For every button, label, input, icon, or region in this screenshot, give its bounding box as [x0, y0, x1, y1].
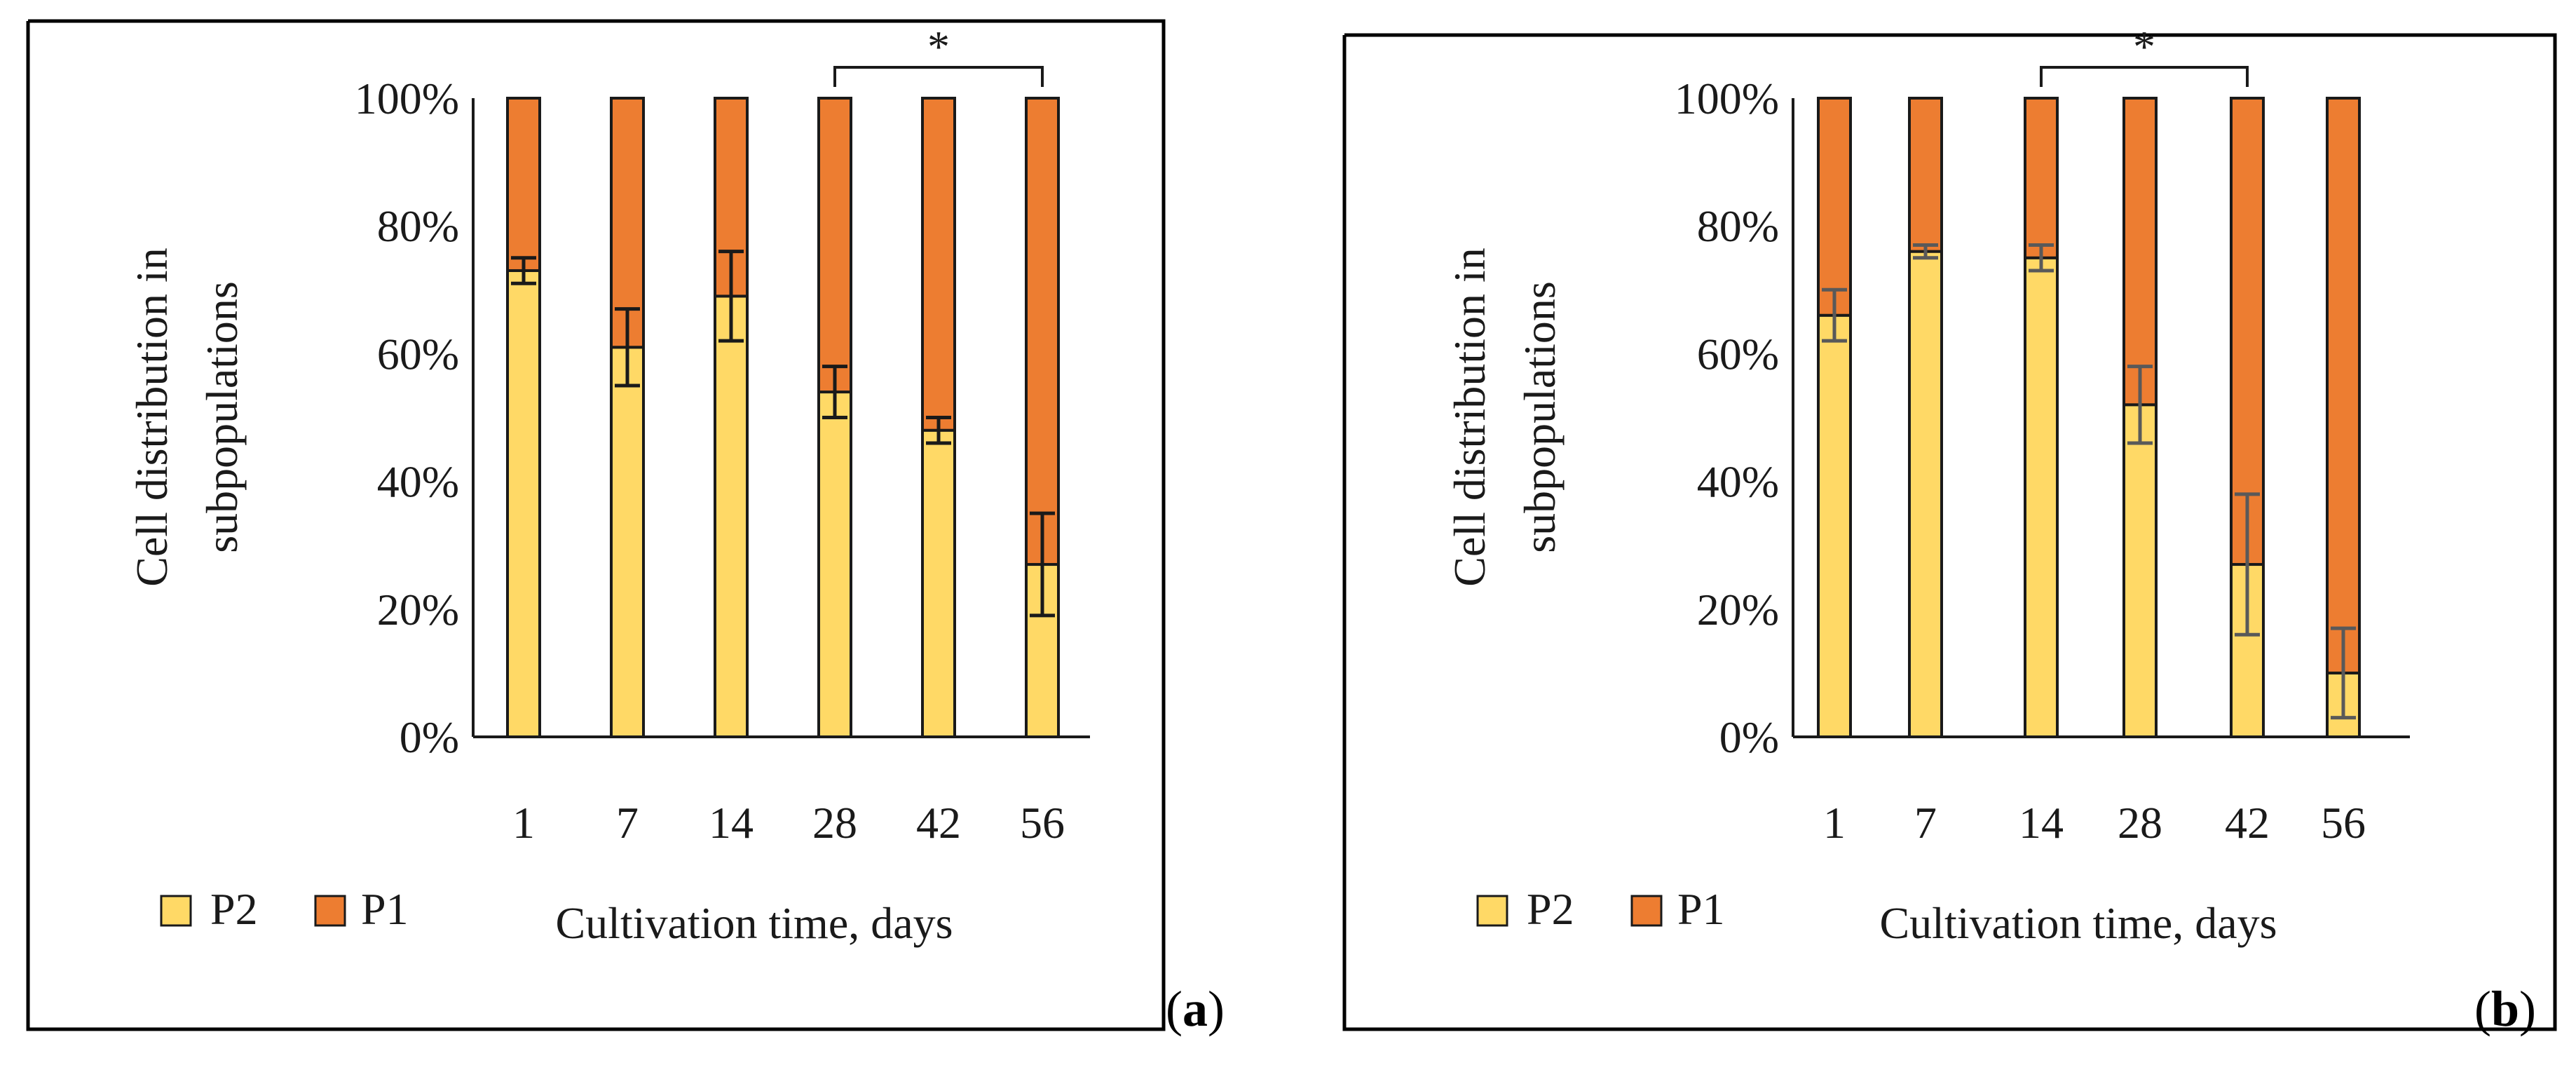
- y-tick-label: 20%: [1697, 585, 1779, 635]
- x-tick-label: 42: [2225, 798, 2270, 848]
- legend-swatch-p1: [1630, 895, 1663, 927]
- bar-p2-42: [2230, 563, 2265, 739]
- bar-p1-56: [1025, 97, 1060, 566]
- panel-frame: [26, 19, 1166, 1031]
- legend-label-p2: P2: [1527, 884, 1574, 934]
- x-tick-label: 28: [812, 798, 857, 848]
- x-tick-label: 7: [1914, 798, 1937, 848]
- panel-label-part: ): [2519, 981, 2536, 1037]
- error-bar-1: [1822, 287, 1847, 343]
- error-bar-1: [511, 256, 536, 285]
- bar-p1-28: [817, 97, 852, 394]
- x-tick-label: 56: [2321, 798, 2366, 848]
- legend: P2 P1: [1476, 884, 1725, 934]
- significance-bracket: *: [2040, 22, 2249, 87]
- legend: P2 P1: [160, 884, 409, 934]
- error-bar-28: [2127, 365, 2153, 445]
- bar-p2-7: [1908, 250, 1943, 738]
- x-axis-title: Cultivation time, days: [1879, 898, 2277, 948]
- panel-frame: [1342, 33, 2557, 1031]
- y-axis-title-line: subpopulations: [197, 281, 247, 553]
- bar-p1-42: [921, 97, 956, 432]
- legend-label-p1: P1: [1677, 884, 1725, 934]
- y-axis-title-line: subpopulations: [1515, 281, 1565, 553]
- bar-p2-1: [1817, 313, 1852, 738]
- bar-p2-14: [714, 294, 749, 739]
- panel-label-part: (: [1166, 981, 1183, 1037]
- y-axis-title-line: Cell distribution in: [127, 247, 177, 587]
- error-bar-14: [718, 250, 744, 343]
- error-bar-7: [615, 307, 640, 388]
- chart-panel-b: 0% 20% 40% 60% 80% 100% Cell distribution in su…: [1342, 22, 2557, 1037]
- y-tick-label: 100%: [1675, 74, 1779, 123]
- y-tick-label: 20%: [377, 585, 459, 635]
- error-bar-42: [2235, 492, 2260, 637]
- bar-p2-42: [921, 428, 956, 738]
- legend-swatch-p2: [160, 895, 192, 927]
- bar-p1-1: [1817, 97, 1852, 317]
- panel-label-part: a: [1183, 981, 1208, 1037]
- legend-swatch-p1: [314, 895, 346, 927]
- x-tick-label: 1: [512, 798, 535, 848]
- error-bar-28: [822, 365, 847, 419]
- error-bar-42: [926, 416, 951, 445]
- y-tick-label: 60%: [1697, 329, 1779, 379]
- significance-star: *: [2133, 22, 2155, 72]
- y-tick-label: 40%: [377, 457, 459, 507]
- panel-label: (b): [2474, 981, 2536, 1037]
- bar-p2-28: [2122, 403, 2158, 739]
- y-tick-label: 80%: [377, 201, 459, 251]
- significance-bracket: *: [833, 22, 1044, 87]
- panel-label-part: b: [2491, 981, 2519, 1037]
- legend-label-p2: P2: [210, 884, 258, 934]
- error-bar-14: [2029, 243, 2054, 273]
- x-tick-label: 42: [916, 798, 961, 848]
- y-axis-title: Cell distribution in subpopulations: [1445, 247, 1565, 587]
- y-tick-label: 0%: [1719, 712, 1779, 762]
- bar-p2-14: [2024, 256, 2059, 738]
- x-tick-label: 1: [1823, 798, 1846, 848]
- y-tick-label: 40%: [1697, 457, 1779, 507]
- bar-p2-1: [506, 269, 541, 739]
- bar-p1-1: [506, 97, 541, 272]
- y-tick-label: 60%: [377, 329, 459, 379]
- x-tick-label: 28: [2118, 798, 2162, 848]
- error-bar-56: [1030, 511, 1055, 618]
- panel-label: (a): [1166, 981, 1225, 1037]
- y-axis-title: Cell distribution in subpopulations: [127, 247, 247, 587]
- y-tick-label: 0%: [400, 712, 459, 762]
- panel-label-part: (: [2474, 981, 2491, 1037]
- bar-p2-28: [817, 391, 852, 738]
- panel-label-part: ): [1208, 981, 1225, 1037]
- x-tick-label: 14: [2019, 798, 2064, 848]
- x-tick-label: 14: [709, 798, 754, 848]
- error-bar-7: [1913, 243, 1938, 260]
- y-tick-label: 80%: [1697, 201, 1779, 251]
- error-bar-56: [2331, 626, 2356, 720]
- bar-p2-7: [610, 346, 645, 739]
- y-tick-label: 100%: [355, 74, 459, 123]
- x-tick-label: 56: [1020, 798, 1065, 848]
- bar-p1-14: [2024, 97, 2059, 259]
- x-axis-title: Cultivation time, days: [555, 898, 953, 948]
- bar-p1-7: [1908, 97, 1943, 253]
- chart-panel-a: 0% 20% 40% 60% 80% 100% Cell distribution in su…: [26, 19, 1225, 1037]
- legend-label-p1: P1: [361, 884, 409, 934]
- y-axis-title-line: Cell distribution in: [1445, 247, 1494, 587]
- x-tick-label: 7: [616, 798, 639, 848]
- legend-swatch-p2: [1476, 895, 1508, 927]
- bar-p1-28: [2122, 97, 2158, 407]
- bar-p1-56: [2326, 97, 2361, 674]
- significance-star: *: [927, 22, 950, 72]
